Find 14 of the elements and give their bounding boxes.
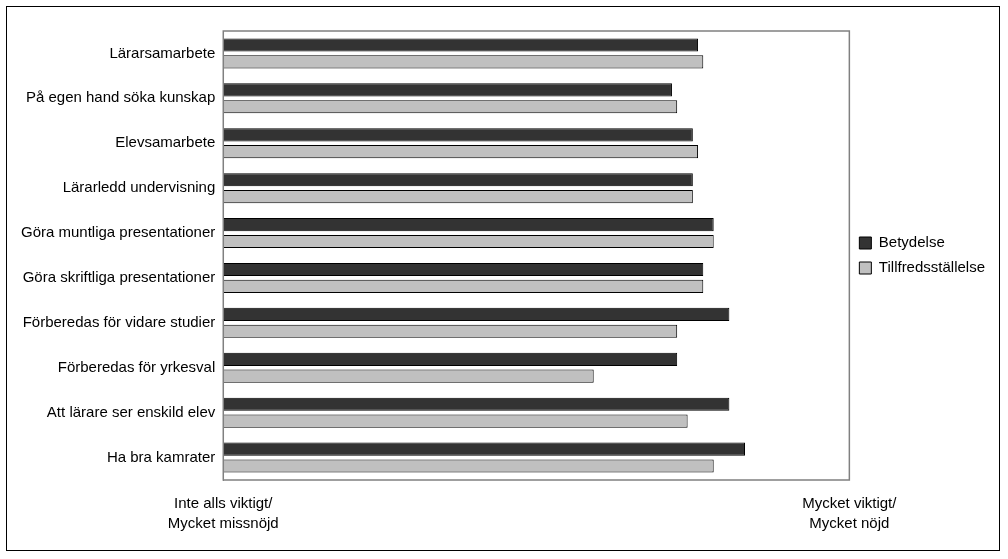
y-tick-label: Att lärare ser enskild elev (46, 402, 216, 420)
y-tick-label: Förberedas för yrkesval (57, 357, 216, 375)
y-tick-label: Lärarsamarbete (109, 43, 216, 61)
legend-label: Betydelse (878, 233, 945, 251)
text: Inte alls viktigt/ Mycket missnöjd (167, 493, 279, 531)
y-tick-label: Göra skriftliga presentationer (22, 268, 216, 286)
y-tick-label: På egen hand söka kunskap (25, 88, 216, 106)
legend-label: Tillfredsställelse (878, 258, 986, 276)
text: Mycket viktigt/ Mycket nöjd (802, 493, 898, 531)
y-tick-label: Ha bra kamrater (106, 447, 216, 465)
y-tick-label: Elevsamarbete (115, 133, 216, 151)
y-tick-label: Lärarledd undervisning (62, 178, 216, 196)
y-tick-label: Göra muntliga presentationer (20, 223, 216, 241)
y-tick-label: Förberedas för vidare studier (22, 312, 216, 330)
